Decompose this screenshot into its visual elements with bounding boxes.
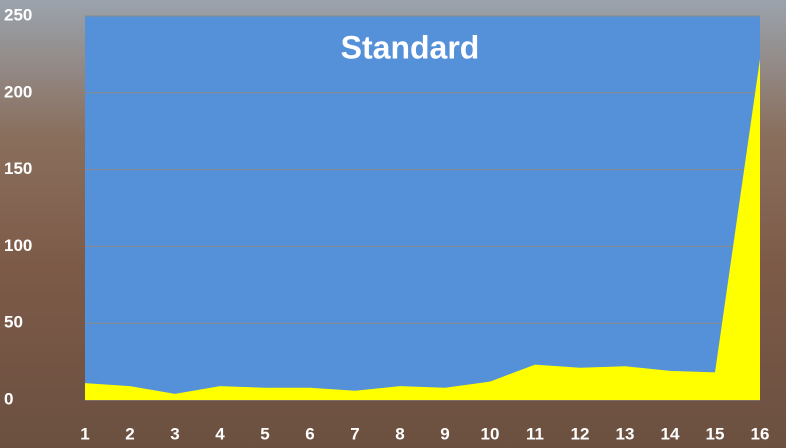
x-tick-label: 8 [395,424,404,443]
x-tick-label: 1 [80,424,89,443]
y-tick-label: 0 [4,389,13,408]
y-tick-label: 250 [4,5,32,24]
chart-title: Standard [341,29,480,65]
x-tick-label: 3 [170,424,179,443]
y-tick-label: 100 [4,236,32,255]
y-tick-label: 200 [4,82,32,101]
y-tick-label: 150 [4,159,32,178]
x-tick-label: 14 [661,424,680,443]
x-tick-label: 12 [571,424,590,443]
x-tick-label: 2 [125,424,134,443]
x-tick-label: 4 [215,424,225,443]
plot-area [85,16,760,400]
x-tick-label: 13 [616,424,635,443]
x-tick-label: 16 [751,424,770,443]
x-tick-label: 10 [481,424,500,443]
y-tick-label: 50 [4,313,23,332]
x-tick-label: 6 [305,424,314,443]
x-tick-label: 5 [260,424,269,443]
x-tick-label: 15 [706,424,725,443]
x-tick-label: 9 [440,424,449,443]
x-tick-label: 11 [526,424,544,443]
x-tick-label: 7 [350,424,359,443]
